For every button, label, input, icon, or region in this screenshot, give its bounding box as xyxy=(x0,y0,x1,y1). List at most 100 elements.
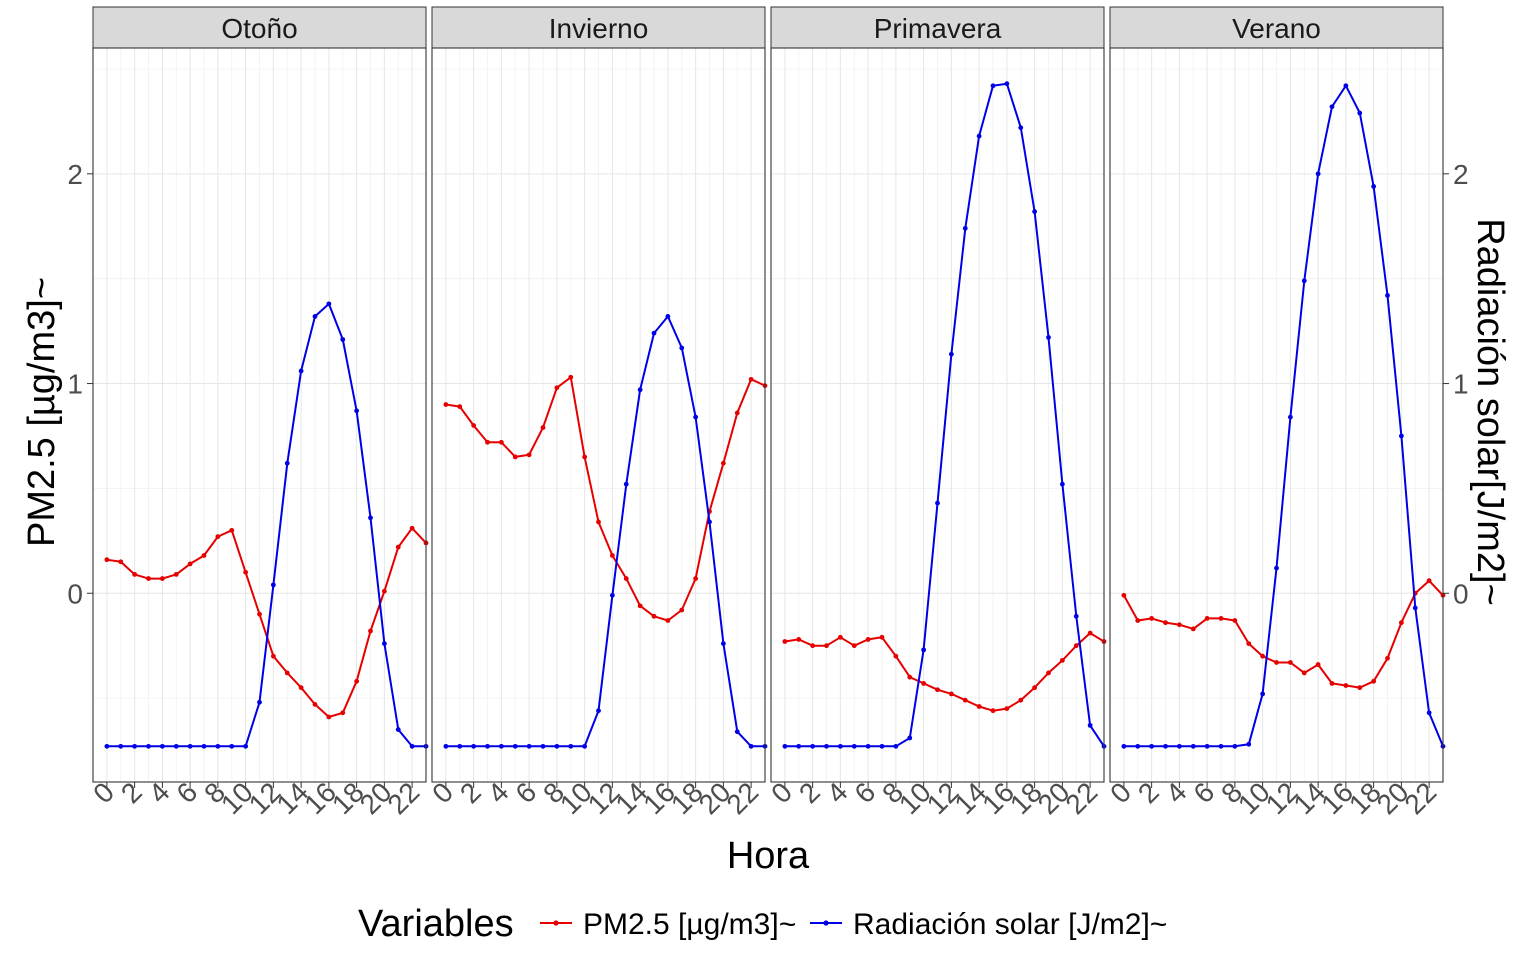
data-point-radiation xyxy=(215,743,221,749)
data-point-pm25 xyxy=(173,571,179,577)
data-point-pm25 xyxy=(201,553,207,558)
data-point-pm25 xyxy=(824,643,829,649)
data-point-radiation xyxy=(257,699,262,705)
data-point-radiation xyxy=(948,351,954,357)
data-point-pm25 xyxy=(1059,657,1065,663)
data-point-pm25 xyxy=(512,454,518,460)
data-point-pm25 xyxy=(609,553,615,558)
facet-strip xyxy=(1109,6,1444,49)
panel-border xyxy=(1109,47,1444,783)
data-point-pm25 xyxy=(229,527,235,533)
data-point-radiation xyxy=(243,743,249,749)
data-point-radiation xyxy=(526,743,532,749)
data-point-pm25 xyxy=(1149,616,1155,621)
data-point-radiation xyxy=(707,519,712,525)
data-point-pm25 xyxy=(354,678,360,684)
data-point-pm25 xyxy=(471,423,477,428)
data-point-pm25 xyxy=(159,576,165,581)
y2-tick-label: 1 xyxy=(1453,369,1469,400)
data-point-pm25 xyxy=(796,636,802,642)
facet-strip-label: Primavera xyxy=(874,13,1002,44)
data-point-radiation xyxy=(609,592,615,598)
data-point-radiation xyxy=(229,743,235,749)
data-point-pm25 xyxy=(734,410,740,416)
data-point-pm25 xyxy=(907,674,913,680)
data-point-pm25 xyxy=(1204,616,1210,621)
legend-key-radiation-point xyxy=(823,920,829,926)
data-point-pm25 xyxy=(1287,660,1293,665)
data-point-radiation xyxy=(354,408,360,414)
data-point-radiation xyxy=(1274,565,1279,571)
data-point-radiation xyxy=(568,743,574,749)
data-point-pm25 xyxy=(526,452,532,458)
data-point-pm25 xyxy=(312,702,318,707)
data-point-radiation xyxy=(326,301,332,307)
data-point-pm25 xyxy=(1274,660,1279,665)
data-point-pm25 xyxy=(962,697,968,703)
data-point-radiation xyxy=(990,83,996,89)
data-point-radiation xyxy=(637,387,643,393)
data-point-pm25 xyxy=(1371,678,1377,684)
data-point-pm25 xyxy=(1246,641,1252,646)
data-point-radiation xyxy=(284,460,290,466)
data-point-radiation xyxy=(1385,293,1390,298)
panel-border xyxy=(770,47,1105,783)
data-point-radiation xyxy=(1329,104,1335,110)
data-point-radiation xyxy=(1426,710,1432,716)
data-point-radiation xyxy=(201,743,207,749)
panels: Otoño0246810121416182022Invierno02468101… xyxy=(67,6,1469,820)
data-point-radiation xyxy=(554,743,560,749)
data-point-pm25 xyxy=(284,670,290,676)
data-point-pm25 xyxy=(1232,618,1238,623)
y2-tick-label: 0 xyxy=(1453,578,1469,609)
data-point-pm25 xyxy=(1398,620,1404,626)
data-point-radiation xyxy=(623,481,629,487)
data-point-radiation xyxy=(540,743,546,749)
data-point-radiation xyxy=(1287,414,1293,420)
data-point-pm25 xyxy=(457,404,463,410)
legend-title: Variables xyxy=(358,903,514,945)
data-point-pm25 xyxy=(1315,662,1321,667)
data-point-pm25 xyxy=(1176,622,1182,628)
data-point-radiation xyxy=(1412,605,1418,611)
data-point-pm25 xyxy=(693,576,699,581)
data-point-radiation xyxy=(837,743,843,749)
data-point-pm25 xyxy=(257,611,262,617)
data-point-radiation xyxy=(851,743,857,749)
data-point-pm25 xyxy=(1301,670,1307,676)
legend-label-radiation: Radiación solar [J/m2]~ xyxy=(853,908,1167,941)
data-point-pm25 xyxy=(879,634,885,640)
data-point-pm25 xyxy=(540,425,546,430)
data-point-radiation xyxy=(582,743,588,749)
data-point-radiation xyxy=(1149,743,1155,749)
legend: Variables PM2.5 [µg/m3]~ Radiación solar… xyxy=(358,903,1167,945)
x-axis-title: Hora xyxy=(727,835,810,877)
data-point-radiation xyxy=(395,727,401,732)
facet-strip-label: Verano xyxy=(1232,13,1321,44)
data-point-radiation xyxy=(1315,171,1321,177)
data-point-pm25 xyxy=(1218,616,1224,621)
data-point-pm25 xyxy=(1163,620,1168,626)
data-point-radiation xyxy=(1018,125,1024,131)
data-point-radiation xyxy=(962,225,968,231)
data-point-radiation xyxy=(443,743,449,749)
data-point-radiation xyxy=(1357,110,1363,116)
data-point-pm25 xyxy=(665,618,671,623)
data-point-pm25 xyxy=(1135,618,1141,623)
data-point-radiation xyxy=(381,641,387,646)
y2-tick-label: 2 xyxy=(1453,159,1469,190)
data-point-pm25 xyxy=(498,439,504,445)
data-point-radiation xyxy=(1163,743,1168,749)
data-point-radiation xyxy=(187,743,193,749)
data-point-pm25 xyxy=(554,385,560,391)
data-point-pm25 xyxy=(948,691,954,697)
data-point-radiation xyxy=(748,743,754,749)
data-point-radiation xyxy=(104,743,110,749)
data-point-pm25 xyxy=(1032,685,1038,691)
data-point-pm25 xyxy=(409,525,415,531)
data-point-radiation xyxy=(312,314,318,319)
data-point-radiation xyxy=(270,582,276,588)
data-point-radiation xyxy=(1204,743,1210,749)
